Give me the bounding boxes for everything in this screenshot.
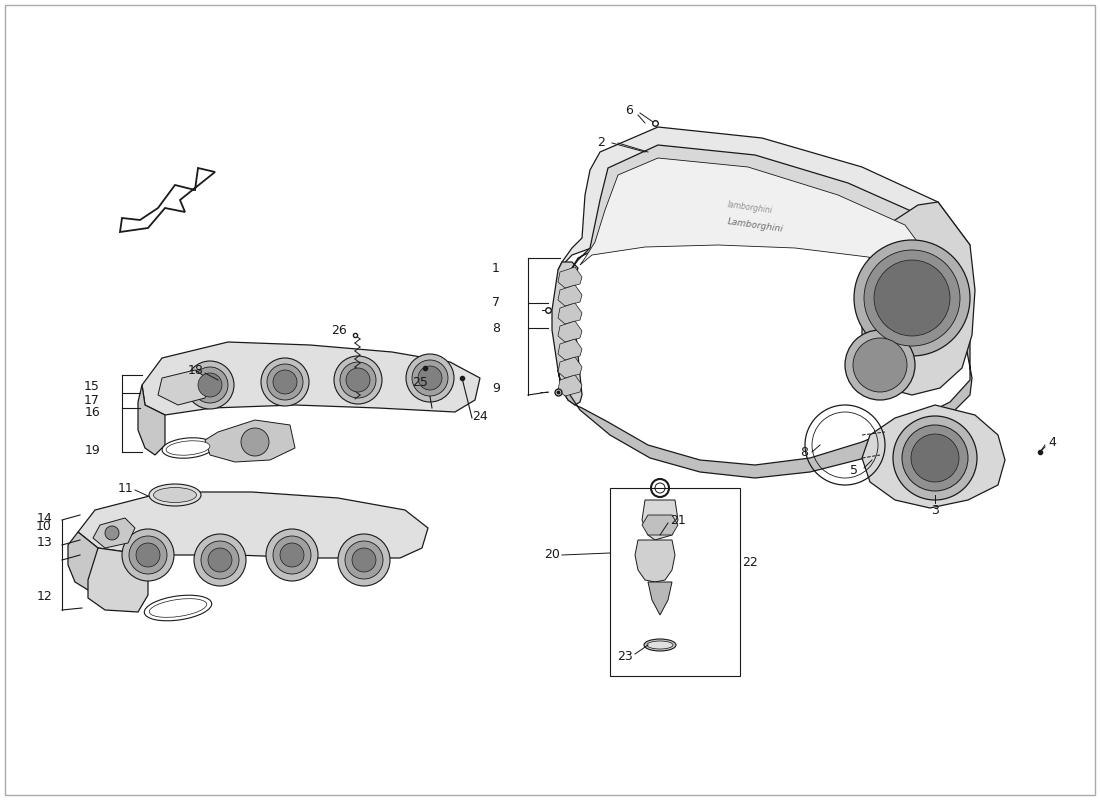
Text: lamborghini: lamborghini [727,200,773,216]
Circle shape [136,543,160,567]
Circle shape [192,367,228,403]
Polygon shape [862,202,975,395]
Text: 25: 25 [412,377,428,390]
Polygon shape [558,339,582,360]
Polygon shape [558,267,582,288]
Text: 26: 26 [331,323,346,337]
Text: 14: 14 [36,511,52,525]
Circle shape [338,534,390,586]
Circle shape [852,338,907,392]
Text: 18: 18 [188,363,204,377]
Text: 6: 6 [625,103,632,117]
Text: 23: 23 [617,650,632,663]
Circle shape [104,526,119,540]
Polygon shape [862,405,1005,508]
Circle shape [340,362,376,398]
Polygon shape [138,385,165,455]
Polygon shape [558,375,582,396]
Ellipse shape [647,641,673,649]
Text: 21: 21 [670,514,685,526]
Circle shape [893,416,977,500]
Polygon shape [78,492,428,558]
Circle shape [122,529,174,581]
Polygon shape [572,145,942,268]
Text: Lamborghini: Lamborghini [726,217,783,234]
Ellipse shape [154,487,197,502]
Text: 3: 3 [931,503,939,517]
Circle shape [201,541,239,579]
Polygon shape [635,540,675,582]
Polygon shape [558,357,582,378]
Text: 17: 17 [84,394,100,406]
Text: 2: 2 [597,137,605,150]
Circle shape [241,428,270,456]
Circle shape [186,361,234,409]
Ellipse shape [162,438,213,458]
Circle shape [346,368,370,392]
Circle shape [406,354,454,402]
Ellipse shape [144,595,211,621]
Circle shape [198,373,222,397]
Polygon shape [642,515,678,535]
Circle shape [273,536,311,574]
Polygon shape [648,582,672,615]
Ellipse shape [150,598,207,618]
Circle shape [911,434,959,482]
Polygon shape [88,548,148,612]
Circle shape [129,536,167,574]
Text: 15: 15 [84,381,100,394]
Circle shape [273,370,297,394]
Text: 8: 8 [492,322,500,334]
Text: 13: 13 [36,537,52,550]
Text: 11: 11 [118,482,133,494]
Polygon shape [580,158,925,268]
Circle shape [352,548,376,572]
Text: 1: 1 [492,262,500,274]
Circle shape [845,330,915,400]
Text: 5: 5 [850,463,858,477]
Polygon shape [68,532,98,590]
Text: 7: 7 [492,297,500,310]
Text: 4: 4 [1048,437,1056,450]
Ellipse shape [148,484,201,506]
Text: 22: 22 [742,557,758,570]
Circle shape [261,358,309,406]
Text: 10: 10 [36,521,52,534]
Circle shape [267,364,303,400]
Text: 19: 19 [85,443,100,457]
Ellipse shape [166,441,210,455]
Circle shape [266,529,318,581]
Polygon shape [558,303,582,324]
Circle shape [334,356,382,404]
Circle shape [418,366,442,390]
Polygon shape [642,500,678,540]
Polygon shape [94,518,135,548]
Circle shape [280,543,304,567]
Text: 9: 9 [492,382,500,394]
Polygon shape [558,278,972,478]
Polygon shape [552,262,582,405]
Text: 24: 24 [472,410,487,422]
Text: 12: 12 [36,590,52,603]
FancyBboxPatch shape [610,488,740,676]
Polygon shape [205,420,295,462]
Polygon shape [158,370,210,405]
Text: 20: 20 [544,549,560,562]
Circle shape [864,250,960,346]
Circle shape [345,541,383,579]
Polygon shape [142,342,480,415]
Circle shape [902,425,968,491]
Polygon shape [558,127,970,278]
Circle shape [194,534,246,586]
Circle shape [854,240,970,356]
Circle shape [208,548,232,572]
Polygon shape [558,285,582,306]
Polygon shape [120,168,214,232]
Text: 16: 16 [85,406,100,419]
Text: 8: 8 [800,446,808,458]
Ellipse shape [644,639,676,651]
Polygon shape [558,321,582,342]
Circle shape [412,360,448,396]
Circle shape [874,260,950,336]
